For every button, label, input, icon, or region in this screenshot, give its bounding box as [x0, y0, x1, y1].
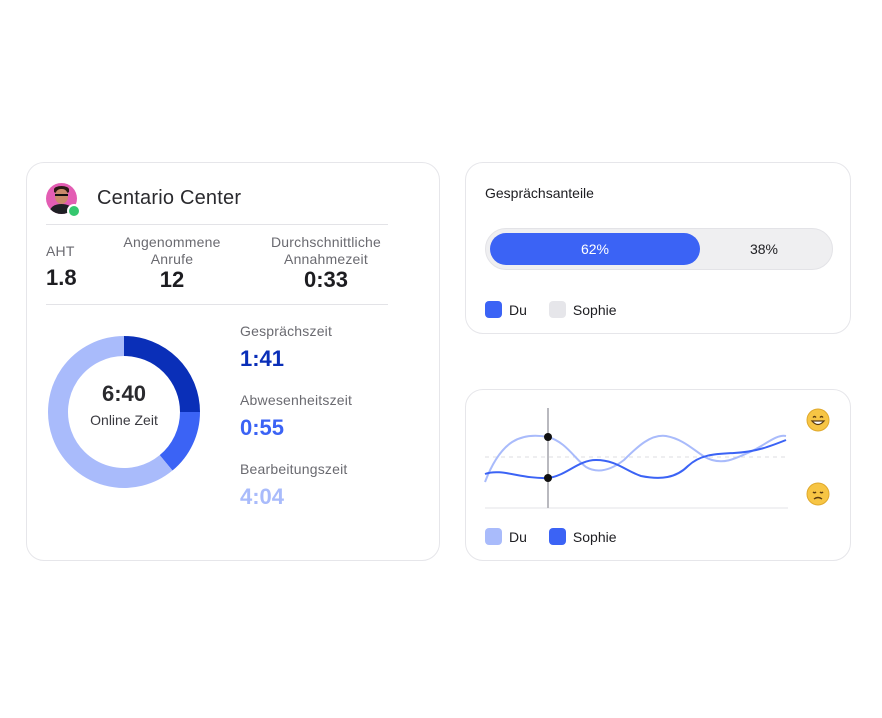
stat-value: 0:33	[303, 267, 349, 292]
donut-segment	[123, 336, 200, 413]
sentiment-legend: Du Sophie	[485, 528, 639, 545]
talk-share-du-fill: 62%	[490, 233, 700, 265]
metric-talk-time: Gesprächszeit 1:41	[240, 323, 332, 372]
online-time-value: 6:40	[101, 381, 147, 406]
stat-avg-answer-time: Durchschnittliche Annahmezeit 0:33	[259, 234, 393, 292]
legend-item-sophie: Sophie	[548, 528, 617, 545]
divider	[46, 224, 388, 225]
sad-face-icon	[806, 482, 830, 506]
donut-segment	[159, 411, 200, 471]
stat-value: 1.8	[46, 265, 77, 290]
grinning-face-icon	[806, 408, 830, 432]
cursor-point-du	[544, 433, 552, 441]
legend-swatch	[548, 528, 566, 545]
donut-segment	[48, 336, 173, 488]
series-du-line	[484, 434, 787, 483]
metric-label: Abwesenheitszeit	[240, 392, 353, 408]
online-time-label: Online Zeit	[90, 412, 158, 428]
legend-swatch	[485, 301, 502, 318]
legend-swatch	[548, 301, 566, 318]
legend-label: Du	[509, 528, 527, 545]
stat-value: 12	[159, 267, 185, 292]
metric-processing-time: Bearbeitungszeit 4:04	[240, 461, 348, 510]
legend-label: Du	[509, 301, 527, 318]
talk-share-bar: 62% 38%	[485, 228, 833, 270]
sentiment-line-chart	[484, 408, 788, 509]
online-time-donut	[48, 336, 200, 488]
avatar[interactable]	[46, 183, 77, 214]
stat-label: AHT	[46, 243, 75, 259]
legend-label: Sophie	[572, 301, 617, 318]
agent-stats-card: Centario Center AHT 1.8 Angenommene Anru…	[26, 162, 440, 561]
legend-swatch	[485, 528, 502, 545]
legend-item-sophie: Sophie	[548, 301, 617, 318]
metric-value: 0:55	[240, 415, 285, 440]
online-status-dot	[67, 204, 81, 218]
cursor-point-sophie	[544, 474, 552, 482]
metric-label: Bearbeitungszeit	[240, 461, 348, 477]
metric-value: 4:04	[240, 484, 285, 509]
sentiment-chart-card: Du Sophie	[465, 389, 851, 561]
agent-name: Centario Center	[97, 187, 242, 209]
talk-share-title: Gesprächsanteile	[485, 185, 594, 201]
stat-accepted-calls: Angenommene Anrufe 12	[107, 234, 237, 292]
talk-share-legend: Du Sophie	[485, 301, 639, 318]
metric-label: Gesprächszeit	[240, 323, 333, 339]
metric-away-time: Abwesenheitszeit 0:55	[240, 392, 352, 441]
divider	[46, 304, 388, 305]
stat-aht: AHT 1.8	[46, 243, 77, 290]
donut-center: 6:40 Online Zeit	[46, 381, 202, 428]
legend-item-du: Du	[485, 528, 527, 545]
series-sophie-line	[484, 439, 787, 480]
talk-share-sophie-label: 38%	[749, 241, 779, 257]
stat-label: Angenommene Anrufe	[123, 234, 221, 267]
talk-share-card: Gesprächsanteile 62% 38% Du Sophie	[465, 162, 851, 334]
metric-value: 1:41	[240, 346, 285, 371]
legend-item-du: Du	[485, 301, 527, 318]
stat-label: Durchschnittliche Annahmezeit	[271, 234, 381, 267]
legend-label: Sophie	[572, 528, 617, 545]
